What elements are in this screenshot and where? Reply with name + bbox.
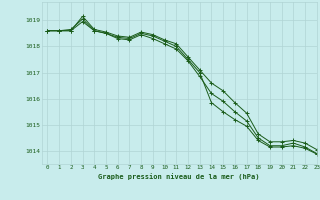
X-axis label: Graphe pression niveau de la mer (hPa): Graphe pression niveau de la mer (hPa) xyxy=(99,173,260,180)
